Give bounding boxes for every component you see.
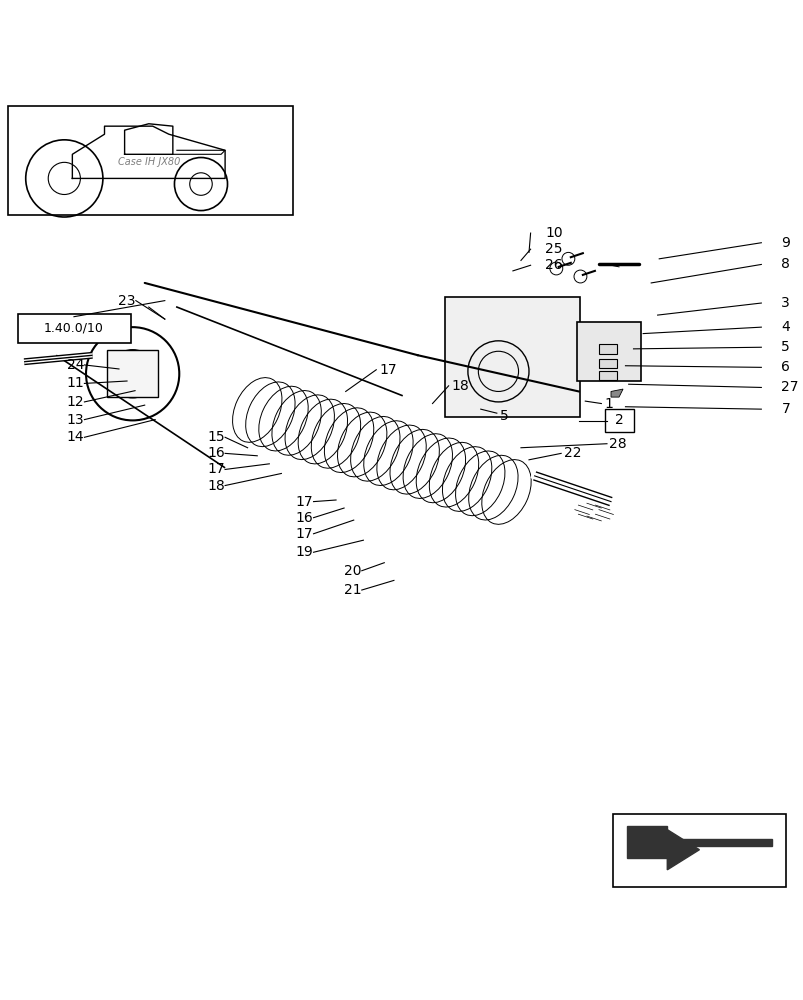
Text: 17: 17 <box>379 363 397 377</box>
Text: 5: 5 <box>499 409 508 423</box>
Text: 18: 18 <box>207 479 225 493</box>
FancyBboxPatch shape <box>612 814 785 887</box>
Text: 16: 16 <box>296 511 313 525</box>
Text: 7: 7 <box>781 402 789 416</box>
Text: 11: 11 <box>67 376 84 390</box>
Text: 23: 23 <box>118 294 136 308</box>
Text: 19: 19 <box>296 545 313 559</box>
Text: 15: 15 <box>207 430 225 444</box>
FancyBboxPatch shape <box>604 409 633 432</box>
Text: 21: 21 <box>344 583 361 597</box>
Bar <box>598 359 616 368</box>
Text: 25: 25 <box>544 242 562 256</box>
Text: 28: 28 <box>609 437 626 451</box>
Text: 16: 16 <box>207 446 225 460</box>
Text: 17: 17 <box>296 527 313 541</box>
Text: 1.40.0/10: 1.40.0/10 <box>44 321 104 334</box>
FancyBboxPatch shape <box>577 322 640 381</box>
Text: 26: 26 <box>544 258 562 272</box>
Text: 8: 8 <box>781 257 789 271</box>
Text: 24: 24 <box>67 358 84 372</box>
Polygon shape <box>610 389 622 397</box>
Text: 9: 9 <box>781 236 789 250</box>
FancyBboxPatch shape <box>8 106 293 215</box>
FancyBboxPatch shape <box>107 350 158 397</box>
Text: 20: 20 <box>344 564 361 578</box>
Text: 18: 18 <box>451 379 469 393</box>
FancyBboxPatch shape <box>444 297 580 417</box>
Text: 3: 3 <box>781 296 789 310</box>
Text: 14: 14 <box>67 430 84 444</box>
Text: 🚜: 🚜 <box>119 112 178 209</box>
Text: 13: 13 <box>67 413 84 427</box>
Bar <box>598 371 616 380</box>
Bar <box>598 344 616 354</box>
FancyBboxPatch shape <box>18 314 131 343</box>
Text: 6: 6 <box>781 360 789 374</box>
Text: 12: 12 <box>67 395 84 409</box>
Text: 10: 10 <box>544 226 562 240</box>
Polygon shape <box>666 830 699 870</box>
Text: 1: 1 <box>604 397 613 411</box>
Text: 4: 4 <box>781 320 789 334</box>
Text: 17: 17 <box>296 495 313 509</box>
Text: 27: 27 <box>781 380 798 394</box>
Text: 2: 2 <box>614 413 622 427</box>
Text: 5: 5 <box>781 340 789 354</box>
Text: Case IH JX80: Case IH JX80 <box>117 157 180 167</box>
Text: 22: 22 <box>564 446 581 460</box>
Polygon shape <box>626 826 771 858</box>
Text: 17: 17 <box>207 462 225 476</box>
